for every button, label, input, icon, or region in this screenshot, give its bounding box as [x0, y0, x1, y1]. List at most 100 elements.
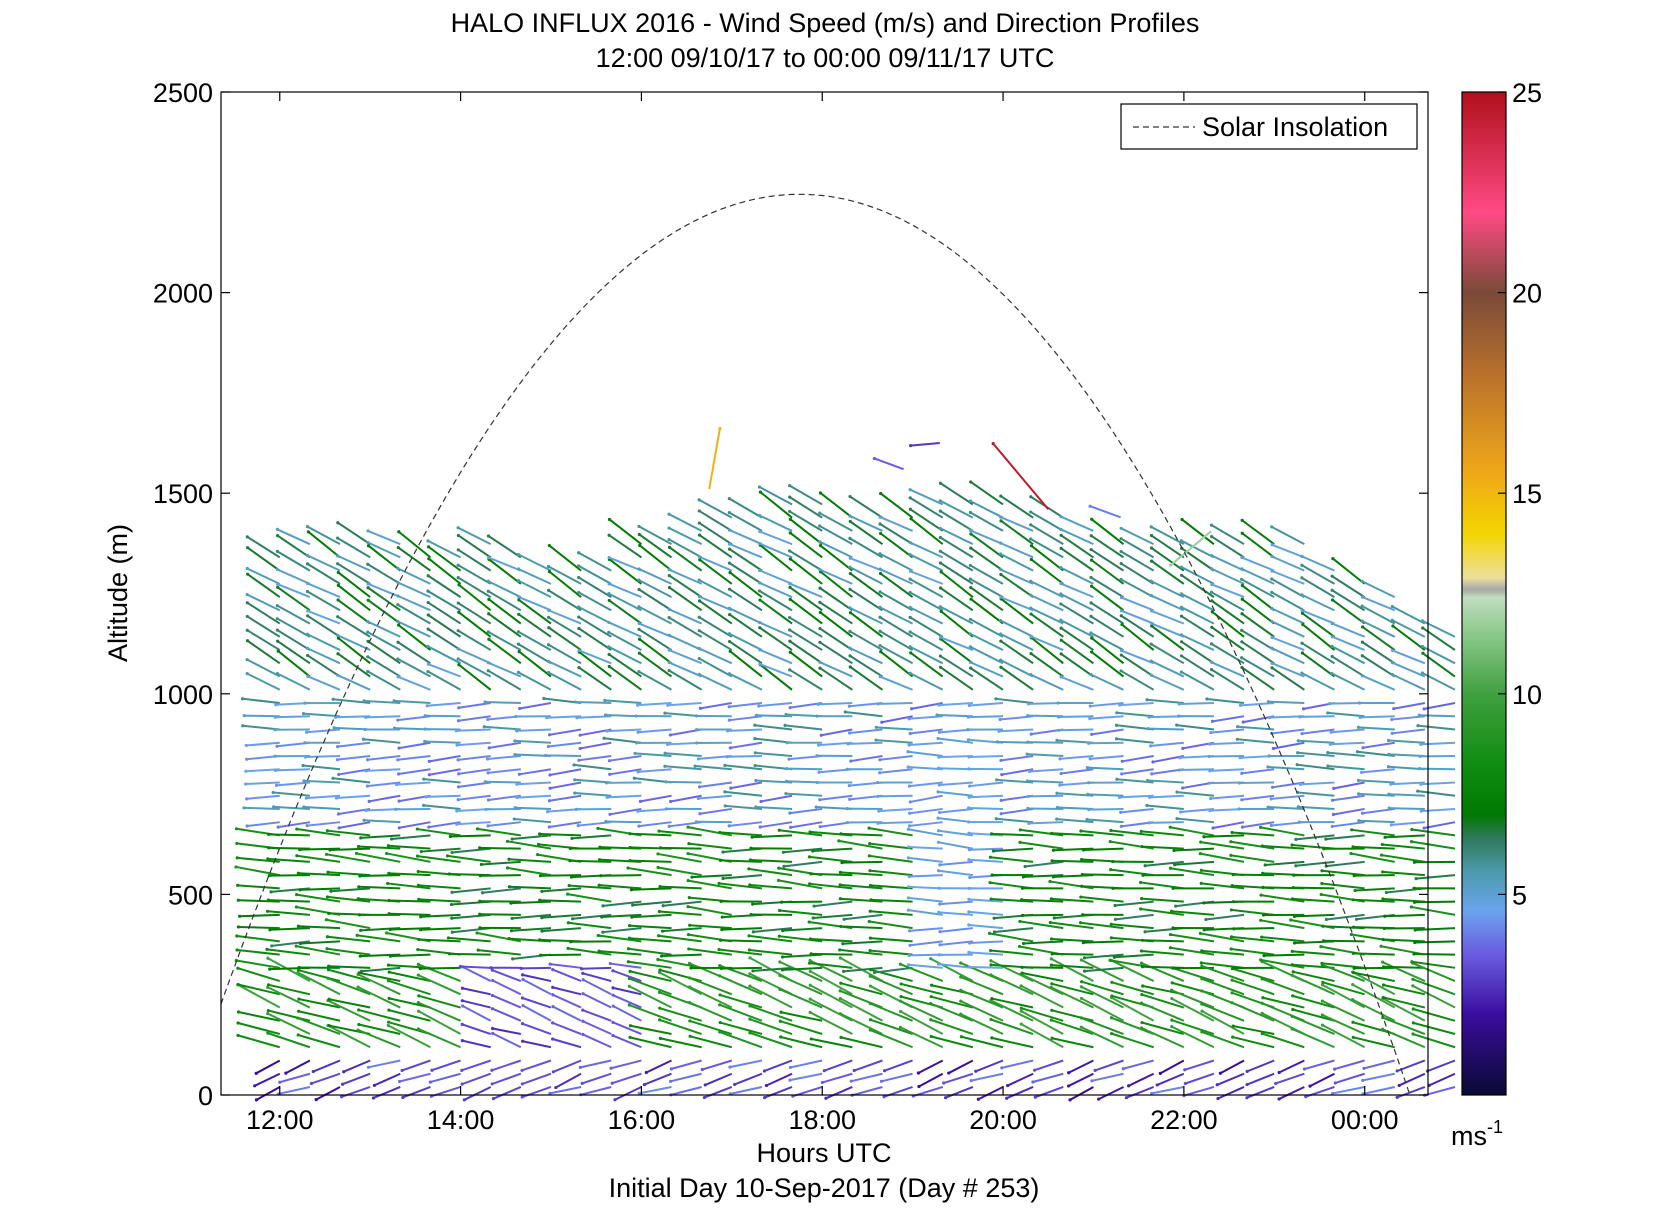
wind-barb	[1331, 575, 1366, 598]
wind-barb-head	[908, 731, 912, 736]
wind-barb-head	[1150, 1091, 1154, 1095]
wind-barb-head	[728, 570, 732, 575]
wind-barb	[909, 616, 944, 638]
wind-barb	[327, 999, 371, 1022]
wind-barb-head	[1420, 619, 1425, 623]
wind-barb-head	[1119, 649, 1124, 653]
wind-barb	[397, 658, 431, 678]
wind-barb	[939, 527, 974, 546]
wind-barb-head	[788, 639, 792, 643]
wind-barb-head	[1089, 584, 1094, 588]
wind-barb-head	[1330, 654, 1334, 659]
wind-barb-head	[1291, 994, 1295, 998]
wind-barb	[431, 1059, 461, 1072]
wind-barb	[367, 582, 401, 599]
wind-barb-head	[331, 697, 335, 701]
wind-barb	[969, 633, 1004, 651]
wind-barb	[847, 741, 883, 745]
wind-barb-head	[487, 746, 491, 750]
wind-barb	[457, 548, 492, 572]
wind-barb	[418, 994, 461, 1009]
wind-barb-head	[520, 1068, 524, 1072]
wind-barb-head	[1274, 1081, 1278, 1086]
wind-barb	[1170, 530, 1212, 566]
wind-barb	[759, 663, 793, 678]
wind-barb-head	[657, 970, 662, 975]
wind-barb	[569, 884, 612, 890]
wind-barb-head	[578, 746, 582, 751]
wind-barb-head	[457, 610, 461, 614]
wind-barb	[968, 754, 1004, 758]
wind-barb-head	[1171, 886, 1175, 890]
wind-barb	[386, 852, 431, 863]
wind-barb	[552, 1038, 582, 1049]
wind-barb	[397, 581, 431, 599]
wind-barb	[612, 1021, 642, 1035]
wind-barb	[720, 939, 762, 943]
wind-barb-head	[1387, 806, 1391, 810]
wind-barb	[671, 1059, 702, 1070]
wind-barb	[267, 986, 311, 1009]
wind-barb	[1278, 1086, 1305, 1100]
wind-barb	[789, 518, 823, 545]
wind-barb-head	[364, 808, 368, 813]
wind-barb	[752, 966, 793, 972]
wind-barb-head	[782, 864, 786, 868]
wind-barb-head	[1362, 1066, 1366, 1070]
wind-barb	[665, 752, 702, 757]
wind-barb-head	[1029, 652, 1033, 656]
wind-barb	[718, 948, 763, 956]
wind-barb-head	[818, 511, 822, 515]
wind-barb	[1060, 515, 1094, 532]
wind-barb-head	[868, 1018, 873, 1022]
wind-barb-head	[509, 901, 513, 905]
wind-barb-head	[1145, 778, 1150, 783]
wind-barb-head	[1289, 918, 1293, 922]
wind-barb	[638, 821, 672, 828]
wind-barb-head	[989, 948, 993, 953]
wind-barb	[668, 649, 703, 665]
wind-barb-head	[637, 567, 641, 571]
wind-barb-head	[265, 947, 269, 951]
wind-barb-head	[446, 936, 451, 940]
wind-barb	[1246, 1072, 1275, 1086]
wind-barb-head	[491, 1031, 495, 1035]
wind-barb-head	[416, 1001, 420, 1005]
wind-barb	[1360, 715, 1395, 719]
wind-barb	[608, 645, 642, 665]
wind-barb-head	[1090, 517, 1094, 521]
wind-barb	[491, 1059, 522, 1072]
wind-barb-head	[507, 857, 511, 861]
wind-barb-head	[397, 746, 401, 750]
wind-barb	[704, 1072, 733, 1086]
wind-barb-head	[657, 990, 662, 994]
wind-barb	[1150, 674, 1185, 691]
wind-barb-head	[1209, 567, 1214, 571]
wind-barb	[1232, 967, 1275, 983]
wind-barb-head	[936, 869, 941, 873]
wind-barb-head	[818, 825, 822, 829]
wind-barb-head	[718, 964, 722, 968]
wind-barb-head	[1082, 956, 1087, 960]
wind-barb	[1412, 1008, 1456, 1022]
wind-barb-head	[809, 1037, 813, 1041]
wind-barb-head	[364, 715, 368, 719]
wind-barb	[367, 620, 401, 638]
wind-barb-head	[939, 665, 943, 669]
wind-barb-head	[808, 882, 812, 886]
wind-barb-head	[999, 519, 1003, 523]
wind-barb-head	[298, 941, 302, 946]
wind-barb	[1121, 609, 1155, 625]
wind-barb	[627, 866, 672, 877]
wind-barb-head	[1081, 848, 1086, 852]
wind-barb-head	[1210, 599, 1214, 603]
wind-barb-head	[301, 711, 306, 716]
wind-barb-head	[517, 595, 521, 599]
wind-barb-head	[1259, 893, 1263, 897]
wind-barb-head	[788, 1078, 792, 1082]
wind-barb-head	[994, 817, 998, 821]
wind-barb	[398, 531, 432, 559]
wind-barb-head	[294, 905, 298, 909]
legend: Solar Insolation	[1120, 103, 1418, 150]
wind-barb	[995, 697, 1034, 705]
